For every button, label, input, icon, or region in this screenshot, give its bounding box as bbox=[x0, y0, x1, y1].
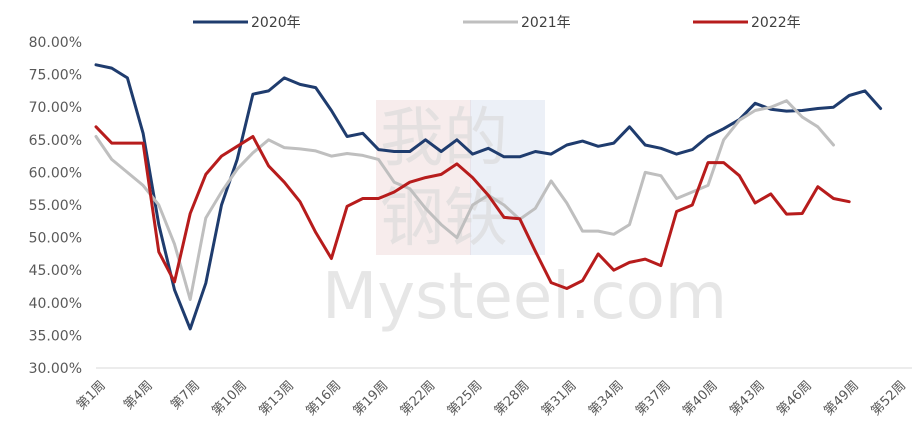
x-tick-label: 第4周 bbox=[121, 378, 156, 413]
x-tick-label: 第46周 bbox=[774, 378, 815, 419]
x-tick-label: 第52周 bbox=[868, 378, 909, 419]
watermark-brand: Mysteel.com bbox=[322, 260, 727, 334]
y-tick-label: 75.00% bbox=[29, 68, 82, 84]
watermark-logo-top: 我的 bbox=[380, 102, 508, 176]
x-tick-label: 第1周 bbox=[74, 378, 109, 413]
series-line-2021 bbox=[94, 99, 835, 301]
y-tick-label: 40.00% bbox=[29, 296, 82, 312]
x-tick-label: 第28周 bbox=[492, 378, 533, 419]
y-tick-label: 50.00% bbox=[29, 231, 82, 247]
y-tick-label: 55.00% bbox=[29, 198, 82, 214]
y-tick-label: 30.00% bbox=[29, 361, 82, 377]
series-line-2022 bbox=[94, 125, 851, 290]
x-tick-label: 第34周 bbox=[586, 378, 627, 419]
series-line-2020 bbox=[94, 63, 883, 331]
y-tick-label: 80.00% bbox=[29, 35, 82, 51]
x-tick-label: 第13周 bbox=[256, 378, 297, 419]
x-tick-label: 第19周 bbox=[351, 378, 392, 419]
y-tick-label: 35.00% bbox=[29, 328, 82, 344]
watermark-logo-box-right bbox=[470, 100, 545, 255]
y-tick-label: 70.00% bbox=[29, 100, 82, 116]
legend-label: 2020年 bbox=[251, 15, 301, 31]
y-tick-label: 65.00% bbox=[29, 133, 82, 149]
legend-label: 2021年 bbox=[521, 15, 571, 31]
x-tick-label: 第43周 bbox=[727, 378, 768, 419]
x-tick-label: 第31周 bbox=[539, 378, 580, 419]
x-tick-label: 第25周 bbox=[445, 378, 486, 419]
legend-label: 2022年 bbox=[751, 15, 801, 31]
x-tick-label: 第49周 bbox=[821, 378, 862, 419]
x-tick-label: 第22周 bbox=[398, 378, 439, 419]
y-tick-label: 60.00% bbox=[29, 165, 82, 181]
x-tick-label: 第10周 bbox=[209, 378, 250, 419]
x-tick-label: 第37周 bbox=[633, 378, 674, 419]
plot-area bbox=[94, 63, 883, 331]
x-tick-label: 第7周 bbox=[168, 378, 203, 413]
x-tick-label: 第16周 bbox=[304, 378, 345, 419]
watermark-logo-bottom: 钢铁 bbox=[380, 182, 508, 256]
x-tick-label: 第40周 bbox=[680, 378, 721, 419]
y-tick-label: 45.00% bbox=[29, 263, 82, 279]
legend: 2020年 2021年 2022年 bbox=[193, 15, 801, 31]
